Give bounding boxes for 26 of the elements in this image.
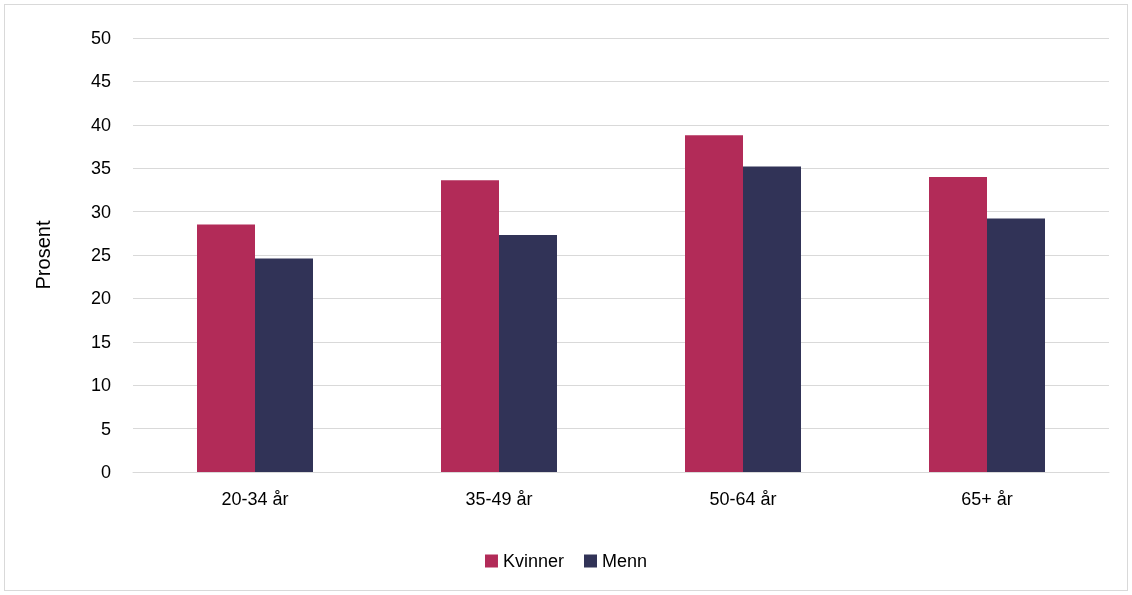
y-tick-label: 30 xyxy=(90,201,111,222)
y-tick-label: 15 xyxy=(90,331,111,352)
bar xyxy=(255,258,313,472)
x-tick-label: 35-49 år xyxy=(465,489,533,509)
y-tick-label: 25 xyxy=(90,245,111,265)
bar xyxy=(197,224,255,472)
y-tick-label: 35 xyxy=(90,158,111,179)
y-tick-label: 5 xyxy=(100,418,111,439)
y-tick-label: 10 xyxy=(90,375,111,396)
x-tick-label: 65+ år xyxy=(961,489,1013,509)
bar xyxy=(441,180,499,472)
bar xyxy=(743,166,801,472)
legend-label: Menn xyxy=(602,551,648,571)
x-tick-label: 20-34 år xyxy=(221,489,289,509)
bar xyxy=(685,135,743,472)
y-tick-label: 45 xyxy=(90,71,111,92)
y-tick-label: 20 xyxy=(90,288,111,309)
y-tick-label: 0 xyxy=(100,462,111,482)
bar xyxy=(499,235,557,472)
y-axis-title: Prosent xyxy=(32,220,54,290)
bar xyxy=(987,218,1045,472)
x-tick-label: 50-64 år xyxy=(709,489,777,509)
bar xyxy=(929,176,987,472)
legend-label: Kvinner xyxy=(502,551,565,571)
y-tick-label: 50 xyxy=(90,28,111,48)
y-tick-label: 40 xyxy=(90,114,111,135)
